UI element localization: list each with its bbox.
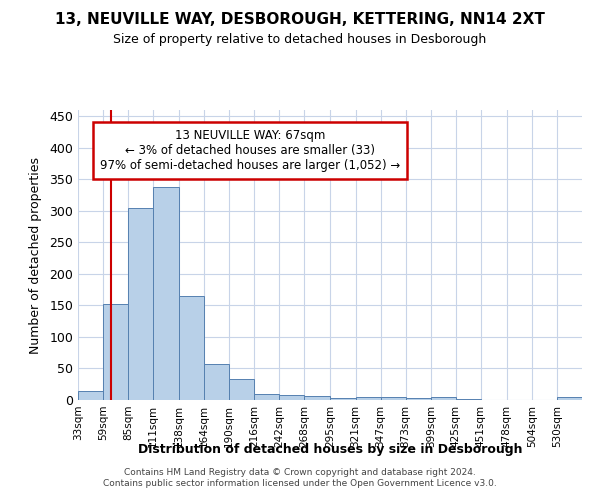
- Bar: [229, 379, 254, 400]
- Bar: [179, 296, 204, 400]
- Bar: [406, 398, 431, 400]
- Bar: [280, 395, 304, 400]
- Text: Distribution of detached houses by size in Desborough: Distribution of detached houses by size …: [138, 442, 522, 456]
- Text: Size of property relative to detached houses in Desborough: Size of property relative to detached ho…: [113, 32, 487, 46]
- Bar: [304, 396, 331, 400]
- Bar: [103, 304, 128, 400]
- Bar: [128, 208, 153, 400]
- Bar: [331, 398, 356, 400]
- Bar: [380, 397, 406, 400]
- Text: Contains HM Land Registry data © Crown copyright and database right 2024.
Contai: Contains HM Land Registry data © Crown c…: [103, 468, 497, 487]
- Bar: [557, 398, 582, 400]
- Bar: [153, 187, 179, 400]
- Bar: [431, 398, 456, 400]
- Bar: [204, 364, 229, 400]
- Bar: [254, 394, 280, 400]
- Bar: [356, 397, 380, 400]
- Text: 13, NEUVILLE WAY, DESBOROUGH, KETTERING, NN14 2XT: 13, NEUVILLE WAY, DESBOROUGH, KETTERING,…: [55, 12, 545, 28]
- Text: 13 NEUVILLE WAY: 67sqm
← 3% of detached houses are smaller (33)
97% of semi-deta: 13 NEUVILLE WAY: 67sqm ← 3% of detached …: [100, 129, 400, 172]
- Y-axis label: Number of detached properties: Number of detached properties: [29, 156, 43, 354]
- Bar: [78, 390, 103, 400]
